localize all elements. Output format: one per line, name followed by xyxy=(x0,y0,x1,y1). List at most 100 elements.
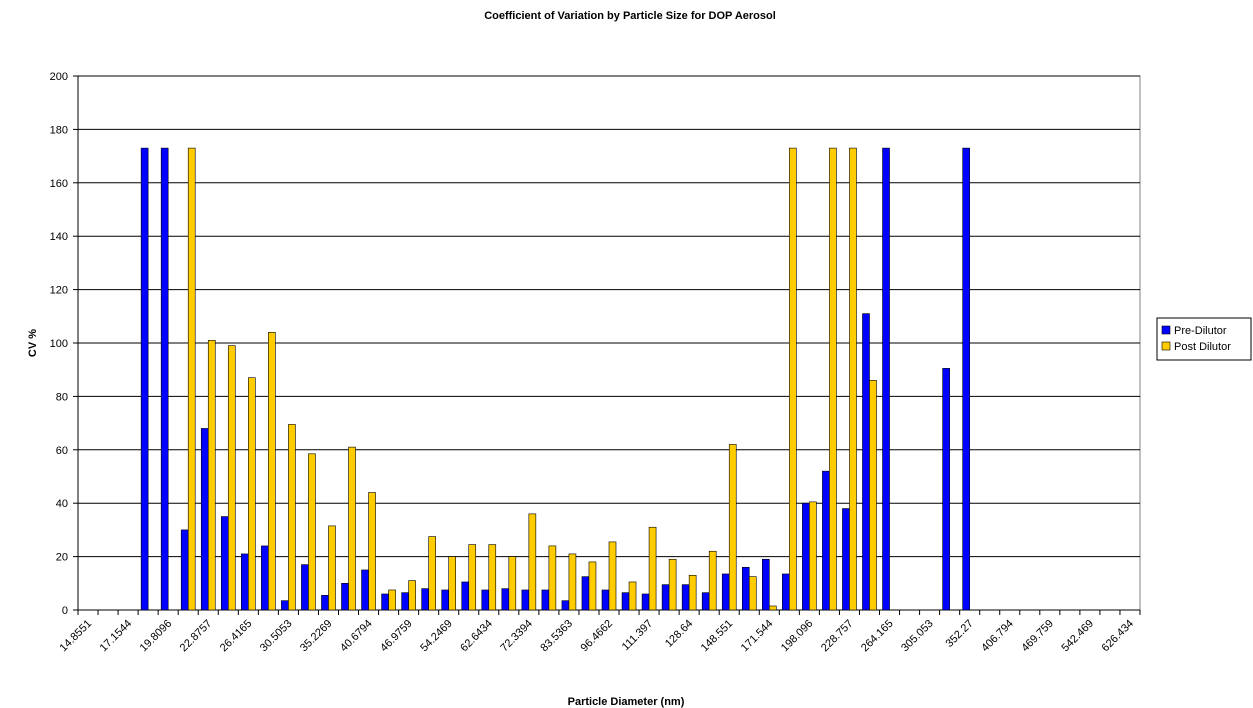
bar xyxy=(701,592,710,611)
bar xyxy=(220,516,229,611)
bar xyxy=(528,513,537,611)
bar xyxy=(227,345,236,611)
bar xyxy=(721,573,730,611)
bar xyxy=(140,147,149,611)
y-tick-label: 180 xyxy=(50,124,68,136)
bar xyxy=(661,584,670,611)
bar xyxy=(789,147,797,611)
bar xyxy=(308,453,316,611)
x-axis-label: Particle Diameter (nm) xyxy=(568,696,685,708)
bar xyxy=(341,582,349,611)
bar xyxy=(769,605,777,611)
bar xyxy=(849,147,857,611)
x-tick-label: 469.759 xyxy=(1019,618,1056,655)
x-tick-label: 19.8096 xyxy=(138,618,175,655)
y-axis-label: CV % xyxy=(27,329,39,357)
bar xyxy=(187,147,196,611)
bar xyxy=(241,553,249,611)
legend-label: Pre-Dilutor xyxy=(1174,325,1227,337)
bar xyxy=(368,492,376,611)
x-tick-label: 171.544 xyxy=(739,618,776,655)
bar xyxy=(448,556,456,611)
bar xyxy=(741,566,750,611)
x-tick-label: 22.8757 xyxy=(178,618,215,655)
bar xyxy=(288,424,296,611)
x-tick-label: 54.2469 xyxy=(418,618,455,655)
bar xyxy=(361,569,369,611)
bar xyxy=(862,313,870,611)
bar xyxy=(802,502,810,611)
bar xyxy=(688,574,697,611)
bar xyxy=(548,545,557,611)
x-tick-label: 83.5363 xyxy=(538,618,575,655)
y-tick-label: 80 xyxy=(56,391,68,403)
bar xyxy=(328,525,336,611)
x-tick-label: 46.9759 xyxy=(378,618,415,655)
bar xyxy=(481,589,490,611)
y-tick-label: 140 xyxy=(50,231,68,243)
bar xyxy=(381,593,389,611)
bar xyxy=(561,600,570,611)
x-tick-label: 111.397 xyxy=(620,618,655,653)
bar xyxy=(261,545,269,611)
y-tick-label: 60 xyxy=(56,445,68,457)
bar xyxy=(461,581,470,611)
x-tick-label: 128.64 xyxy=(663,618,695,650)
legend-swatch xyxy=(1161,341,1171,351)
bar xyxy=(882,147,890,611)
x-tick-label: 26.4165 xyxy=(218,618,255,655)
bar xyxy=(842,508,850,611)
bar xyxy=(641,593,650,611)
bar xyxy=(628,581,637,611)
y-tick-label: 40 xyxy=(56,498,68,510)
bar xyxy=(708,550,717,611)
bar xyxy=(728,444,737,611)
bar xyxy=(521,589,530,611)
x-tick-label: 14.8551 xyxy=(58,618,95,655)
bar xyxy=(748,576,757,611)
bar xyxy=(869,380,877,611)
legend-label: Post Dilutor xyxy=(1174,341,1231,353)
x-tick-label: 228.757 xyxy=(819,618,856,655)
bar xyxy=(581,576,590,611)
x-tick-label: 626.434 xyxy=(1099,618,1136,655)
bar xyxy=(468,544,477,611)
bar xyxy=(180,529,189,611)
bar xyxy=(428,536,436,611)
bar xyxy=(388,589,396,611)
x-tick-label: 198.096 xyxy=(779,618,816,655)
bar xyxy=(421,588,429,611)
bar xyxy=(608,541,617,611)
x-tick-label: 35.2269 xyxy=(298,618,335,655)
y-tick-label: 200 xyxy=(50,71,68,83)
bar xyxy=(648,526,657,611)
bar xyxy=(160,147,169,611)
bar xyxy=(782,573,790,611)
x-tick-label: 148.551 xyxy=(699,618,736,655)
x-tick-label: 62.6434 xyxy=(458,618,495,655)
bar xyxy=(301,564,309,611)
bar xyxy=(541,589,550,611)
bar xyxy=(962,147,970,611)
bar xyxy=(508,556,517,611)
x-tick-label: 96.4662 xyxy=(579,618,616,655)
bar xyxy=(441,589,449,611)
bar xyxy=(668,558,677,611)
bar xyxy=(822,470,830,611)
bar xyxy=(621,592,630,611)
bar xyxy=(829,147,837,611)
bar xyxy=(348,446,356,611)
x-tick-label: 305.053 xyxy=(899,618,936,655)
x-tick-label: 352.27 xyxy=(944,618,976,650)
x-tick-label: 30.5053 xyxy=(258,618,295,655)
y-tick-label: 100 xyxy=(50,338,68,350)
bar xyxy=(588,561,597,611)
x-tick-label: 542.469 xyxy=(1059,618,1096,655)
y-tick-label: 0 xyxy=(62,605,68,617)
bar xyxy=(942,368,950,611)
x-tick-label: 406.794 xyxy=(979,618,1016,655)
bar xyxy=(488,544,497,611)
y-tick-label: 120 xyxy=(50,285,68,297)
bar xyxy=(601,589,610,611)
